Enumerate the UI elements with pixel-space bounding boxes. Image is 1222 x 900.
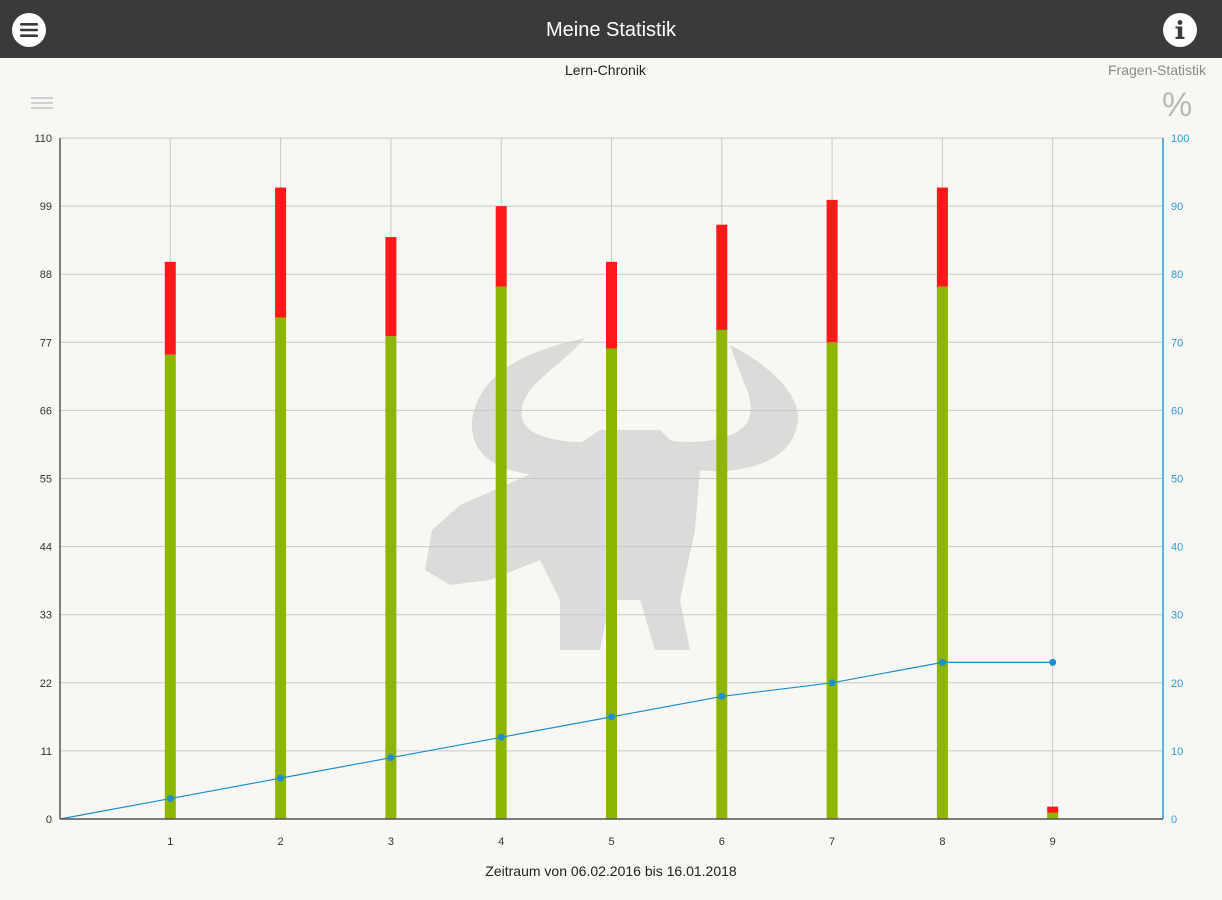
left-axis-tick-label: 0	[46, 814, 52, 826]
right-axis-tick-label: 80	[1171, 269, 1183, 281]
bar-segment-wrong	[275, 187, 287, 318]
left-axis-tick-label: 44	[40, 542, 52, 554]
left-axis-tick-label: 99	[40, 201, 52, 213]
bar-segment-wrong	[385, 237, 397, 337]
bar-segment-wrong	[1047, 806, 1059, 813]
x-axis-tick-label: 5	[608, 836, 614, 848]
bar-segment-wrong	[826, 199, 838, 343]
info-icon[interactable]	[1162, 12, 1198, 48]
progress-point	[1049, 658, 1057, 666]
hamburger-menu-icon[interactable]	[11, 12, 47, 48]
right-axis-tick-label: 20	[1171, 678, 1183, 690]
x-axis-tick-label: 8	[939, 836, 945, 848]
x-axis-tick-label: 7	[829, 836, 835, 848]
bar-segment-correct	[1047, 812, 1059, 819]
bar-segment-correct	[606, 348, 617, 819]
progress-point	[828, 679, 836, 687]
progress-point	[166, 795, 174, 803]
right-axis-tick-label: 40	[1171, 542, 1183, 554]
progress-line	[59, 661, 1053, 820]
progress-point	[938, 658, 946, 666]
bar-segment-wrong	[164, 261, 176, 355]
x-axis-tick-label: 1	[167, 836, 173, 848]
left-axis-labels: 0 11 22 33 44 55 66 77 88 99 110	[34, 133, 52, 826]
bar-segment-correct	[275, 317, 287, 819]
app-header: Meine Statistik	[0, 0, 1222, 58]
left-axis-tick-label: 110	[34, 133, 52, 145]
right-axis-tick-label: 100	[1171, 133, 1189, 145]
left-axis-tick-label: 66	[40, 405, 52, 417]
tab-fragen-statistik[interactable]: Fragen-Statistik	[1108, 62, 1207, 78]
right-axis-tick-label: 60	[1171, 405, 1183, 417]
bar-segment-correct	[385, 336, 397, 819]
x-axis-caption: Zeitraum von 06.02.2016 bis 16.01.2018	[485, 863, 737, 879]
bar-segment-wrong	[716, 224, 728, 330]
bar-segment-wrong	[606, 261, 617, 349]
chart-axes	[59, 138, 1164, 820]
list-icon[interactable]	[30, 94, 54, 114]
left-axis-tick-label: 55	[40, 474, 52, 486]
left-axis-tick-label: 11	[41, 746, 52, 758]
right-axis-tick-label: 50	[1171, 474, 1183, 486]
x-axis-labels: 1 2 3 4 5 6 7 8 9	[167, 836, 1056, 848]
tab-lern-chronik[interactable]: Lern-Chronik	[565, 62, 646, 78]
left-axis-tick-label: 88	[40, 269, 52, 281]
left-axis-tick-label: 77	[40, 337, 52, 349]
bar-segment-correct	[936, 286, 948, 820]
right-axis-tick-label: 70	[1171, 337, 1183, 349]
percent-icon[interactable]: %	[1162, 86, 1193, 124]
chart-line	[59, 658, 1057, 820]
progress-point	[277, 774, 285, 782]
bar-segment-correct	[164, 354, 176, 819]
bar-segment-correct	[716, 329, 728, 819]
bar-segment-correct	[495, 286, 507, 820]
left-axis-tick-label: 33	[40, 610, 52, 622]
bar-segment-wrong	[936, 187, 948, 287]
right-axis-tick-label: 0	[1171, 814, 1177, 826]
progress-point	[718, 692, 726, 700]
left-axis-tick-label: 22	[40, 678, 52, 690]
bar-segment-correct	[826, 342, 838, 819]
x-axis-tick-label: 4	[498, 836, 504, 848]
right-axis-tick-label: 10	[1171, 746, 1183, 758]
x-axis-tick-label: 3	[388, 836, 394, 848]
x-axis-tick-label: 9	[1050, 836, 1056, 848]
progress-point	[497, 733, 505, 741]
x-axis-tick-label: 6	[719, 836, 725, 848]
chart-bars	[164, 187, 1059, 820]
tab-bar: Lern-Chronik Fragen-Statistik	[0, 58, 1222, 84]
progress-point	[608, 713, 615, 721]
progress-point	[387, 754, 395, 762]
right-axis-tick-label: 90	[1171, 201, 1183, 213]
right-axis-labels: 0 10 20 30 40 50 60 70 80 90 100	[1171, 133, 1189, 826]
bar-segment-wrong	[495, 206, 507, 287]
right-axis-tick-label: 30	[1171, 610, 1183, 622]
x-axis-tick-label: 2	[278, 836, 284, 848]
page-title: Meine Statistik	[545, 19, 677, 41]
